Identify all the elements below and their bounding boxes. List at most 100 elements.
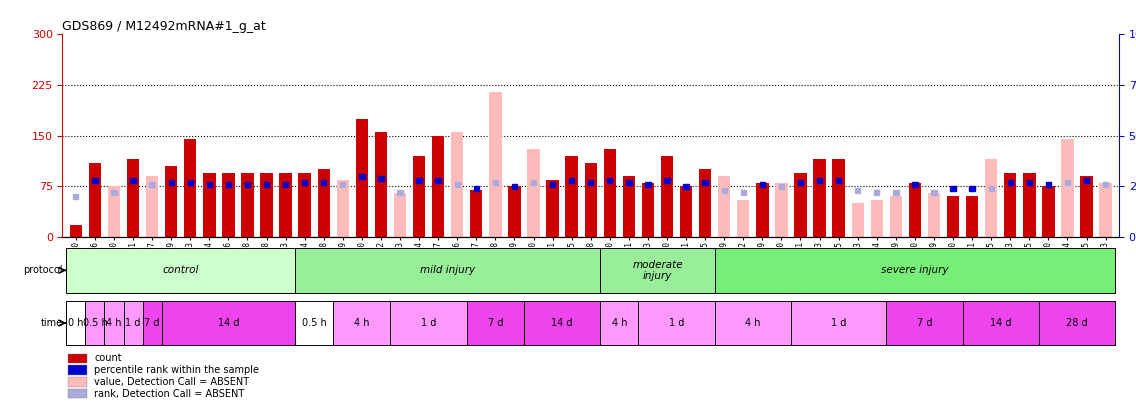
Text: 0.5 h: 0.5 h [302,318,326,328]
Bar [435,178,441,183]
Bar [1084,178,1089,183]
Bar [145,176,158,237]
Bar [203,173,216,237]
Text: 7 d: 7 d [144,318,160,328]
Text: 1 d: 1 d [125,318,141,328]
Bar [791,301,886,345]
Text: 7 d: 7 d [487,318,503,328]
Bar [391,301,467,345]
Bar [375,132,387,237]
Bar [150,182,154,187]
Bar [493,180,498,185]
Text: count: count [94,353,122,363]
Text: 4 h: 4 h [354,318,369,328]
Bar [852,203,863,237]
Bar [715,248,1116,293]
Bar [92,178,98,183]
Bar [607,178,612,183]
Bar [760,182,765,187]
Bar [855,188,860,193]
Bar [684,184,688,189]
Bar [1024,173,1036,237]
Bar [699,169,711,237]
Text: 0.5 h: 0.5 h [83,318,107,328]
Text: control: control [162,265,199,275]
Bar [600,248,715,293]
Bar [702,180,708,185]
Bar [912,182,918,187]
Bar [794,173,807,237]
Bar [105,301,124,345]
Bar [737,200,750,237]
Text: value, Detection Call = ABSENT: value, Detection Call = ABSENT [94,377,249,387]
Bar [833,159,845,237]
Bar [836,178,842,183]
Bar [813,159,826,237]
Bar [893,190,899,195]
Bar [244,182,250,187]
Bar [302,180,308,185]
Bar [928,193,941,237]
Bar [66,248,295,293]
Bar [1046,182,1051,187]
Bar [870,200,883,237]
Bar [797,180,803,185]
Text: mild injury: mild injury [420,265,475,275]
Text: 4 h: 4 h [611,318,627,328]
Text: 1 d: 1 d [669,318,684,328]
Bar [741,190,746,195]
Bar [550,182,556,187]
Bar [531,180,536,185]
Bar [66,301,85,345]
Bar [73,194,78,199]
Bar [68,365,86,375]
Bar [524,301,600,345]
Bar [68,354,86,363]
Bar [454,182,460,187]
Bar [661,156,674,237]
Bar [474,186,479,191]
Bar [1103,182,1109,187]
Bar [932,190,937,195]
Bar [1008,180,1013,185]
Bar [356,119,368,237]
Bar [187,180,193,185]
Bar [470,190,483,237]
Bar [340,182,345,187]
Bar [299,173,311,237]
Bar [527,149,540,237]
Bar [143,301,161,345]
Bar [946,196,959,237]
Bar [951,186,955,191]
Bar [264,182,269,187]
Bar [108,186,120,237]
Bar [1080,176,1093,237]
Bar [909,183,921,237]
Text: 0 h: 0 h [68,318,84,328]
Bar [600,301,638,345]
Bar [1042,186,1054,237]
Bar [226,182,231,187]
Bar [1100,183,1112,237]
Bar [165,166,177,237]
Bar [321,180,326,185]
Bar [359,174,365,179]
Bar [467,301,524,345]
Bar [412,156,425,237]
Bar [969,186,975,191]
Bar [642,183,654,237]
Bar [223,173,235,237]
Bar [394,193,407,237]
Text: time: time [41,318,62,328]
Bar [333,301,391,345]
Text: rank, Detection Call = ABSENT: rank, Detection Call = ABSENT [94,388,244,399]
Bar [111,190,117,195]
Text: 7 d: 7 d [917,318,933,328]
Text: moderate
injury: moderate injury [632,260,683,281]
Text: 14 d: 14 d [551,318,573,328]
Bar [962,301,1038,345]
Bar [451,132,463,237]
Bar [775,183,787,237]
Bar [1004,173,1017,237]
Bar [585,163,596,237]
